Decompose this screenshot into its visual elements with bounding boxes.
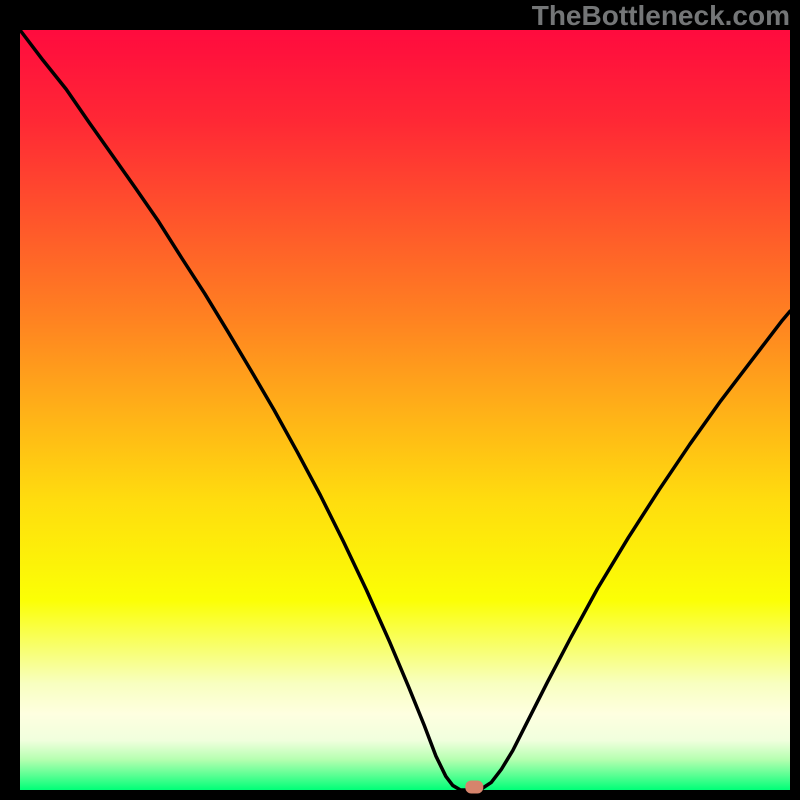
chart-container: TheBottleneck.com bbox=[0, 0, 800, 800]
bottleneck-curve-chart bbox=[0, 0, 800, 800]
optimal-point-marker bbox=[465, 780, 483, 793]
